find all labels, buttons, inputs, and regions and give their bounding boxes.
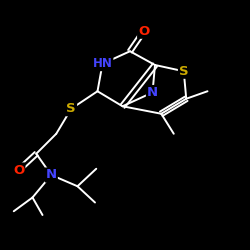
Text: O: O <box>13 164 24 176</box>
Text: HN: HN <box>92 57 112 70</box>
Text: S: S <box>66 102 76 115</box>
Text: N: N <box>46 168 57 181</box>
Text: S: S <box>179 65 188 78</box>
Text: O: O <box>138 25 149 38</box>
Text: N: N <box>147 86 158 99</box>
